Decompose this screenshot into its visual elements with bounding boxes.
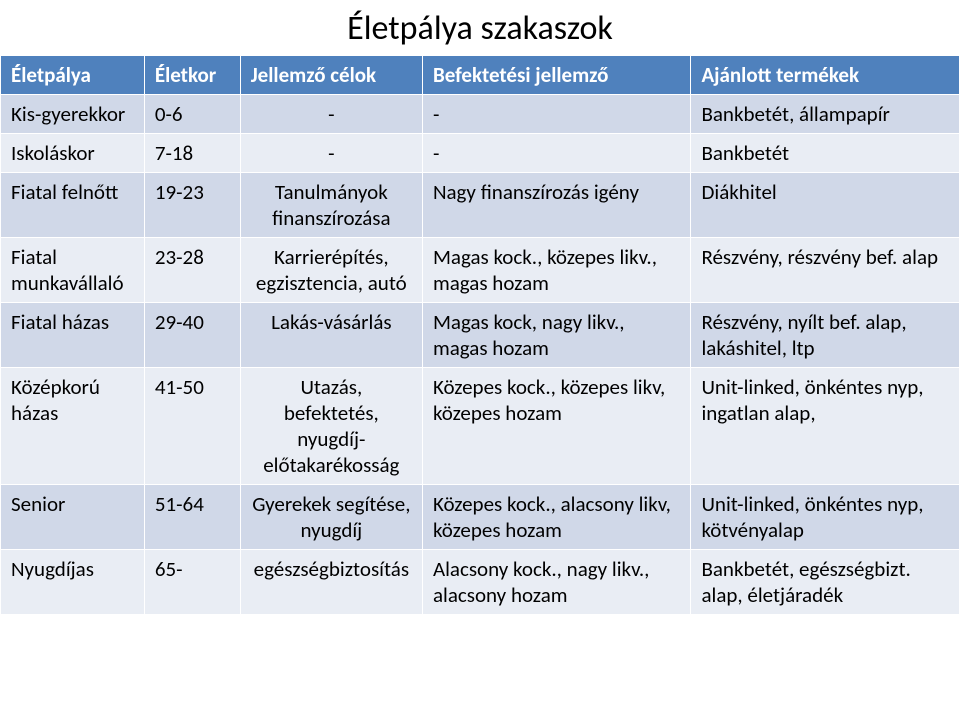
- col-header: Ajánlott termékek: [691, 56, 960, 95]
- table-body: Kis-gyerekkor0-6--Bankbetét, állampapírI…: [1, 95, 960, 615]
- table-cell: Gyerekek segítése, nyugdíj: [240, 485, 422, 550]
- page-container: Életpálya szakaszok Életpálya Életkor Je…: [0, 8, 960, 615]
- col-header: Jellemző célok: [240, 56, 422, 95]
- lifecycle-table: Életpálya Életkor Jellemző célok Befekte…: [0, 55, 960, 615]
- table-cell: Alacsony kock., nagy likv., alacsony hoz…: [422, 550, 691, 615]
- table-cell: Bankbetét: [691, 134, 960, 173]
- table-row: Fiatal felnőtt19-23Tanulmányok finanszír…: [1, 173, 960, 238]
- table-row: Kis-gyerekkor0-6--Bankbetét, állampapír: [1, 95, 960, 134]
- table-cell: Bankbetét, egészségbizt. alap, életjárad…: [691, 550, 960, 615]
- table-cell: Fiatal munkavállaló: [1, 238, 145, 303]
- col-header: Befektetési jellemző: [422, 56, 691, 95]
- table-cell: Karrierépítés, egzisztencia, autó: [240, 238, 422, 303]
- table-cell: 7-18: [144, 134, 240, 173]
- table-cell: Nyugdíjas: [1, 550, 145, 615]
- table-cell: 65-: [144, 550, 240, 615]
- table-cell: Magas kock, nagy likv., magas hozam: [422, 303, 691, 368]
- table-cell: Bankbetét, állampapír: [691, 95, 960, 134]
- table-cell: Részvény, részvény bef. alap: [691, 238, 960, 303]
- table-cell: Nagy finanszírozás igény: [422, 173, 691, 238]
- table-header-row: Életpálya Életkor Jellemző célok Befekte…: [1, 56, 960, 95]
- col-header: Életkor: [144, 56, 240, 95]
- table-cell: 51-64: [144, 485, 240, 550]
- table-cell: Lakás-vásárlás: [240, 303, 422, 368]
- table-cell: 19-23: [144, 173, 240, 238]
- table-cell: -: [422, 134, 691, 173]
- table-row: Senior51-64Gyerekek segítése, nyugdíjKöz…: [1, 485, 960, 550]
- table-cell: Fiatal házas: [1, 303, 145, 368]
- table-row: Fiatal házas29-40Lakás-vásárlásMagas koc…: [1, 303, 960, 368]
- table-cell: Közepes kock., közepes likv, közepes hoz…: [422, 368, 691, 485]
- table-cell: 41-50: [144, 368, 240, 485]
- table-cell: Iskoláskor: [1, 134, 145, 173]
- table-cell: Utazás, befektetés, nyugdíj-előtakarékos…: [240, 368, 422, 485]
- table-cell: Unit-linked, önkéntes nyp, kötvényalap: [691, 485, 960, 550]
- table-cell: -: [240, 134, 422, 173]
- table-cell: Kis-gyerekkor: [1, 95, 145, 134]
- table-row: Középkorú házas41-50Utazás, befektetés, …: [1, 368, 960, 485]
- table-cell: Részvény, nyílt bef. alap, lakáshitel, l…: [691, 303, 960, 368]
- table-row: Nyugdíjas65-egészségbiztosításAlacsony k…: [1, 550, 960, 615]
- table-cell: egészségbiztosítás: [240, 550, 422, 615]
- page-title: Életpálya szakaszok: [0, 8, 960, 49]
- table-cell: 0-6: [144, 95, 240, 134]
- table-cell: Magas kock., közepes likv., magas hozam: [422, 238, 691, 303]
- table-cell: -: [422, 95, 691, 134]
- table-row: Fiatal munkavállaló23-28Karrierépítés, e…: [1, 238, 960, 303]
- table-cell: 23-28: [144, 238, 240, 303]
- table-cell: Tanulmányok finanszírozása: [240, 173, 422, 238]
- table-cell: Közepes kock., alacsony likv, közepes ho…: [422, 485, 691, 550]
- table-cell: -: [240, 95, 422, 134]
- table-cell: Unit-linked, önkéntes nyp, ingatlan alap…: [691, 368, 960, 485]
- table-cell: 29-40: [144, 303, 240, 368]
- col-header: Életpálya: [1, 56, 145, 95]
- table-head: Életpálya Életkor Jellemző célok Befekte…: [1, 56, 960, 95]
- table-cell: Diákhitel: [691, 173, 960, 238]
- table-cell: Középkorú házas: [1, 368, 145, 485]
- table-cell: Fiatal felnőtt: [1, 173, 145, 238]
- table-cell: Senior: [1, 485, 145, 550]
- table-row: Iskoláskor7-18--Bankbetét: [1, 134, 960, 173]
